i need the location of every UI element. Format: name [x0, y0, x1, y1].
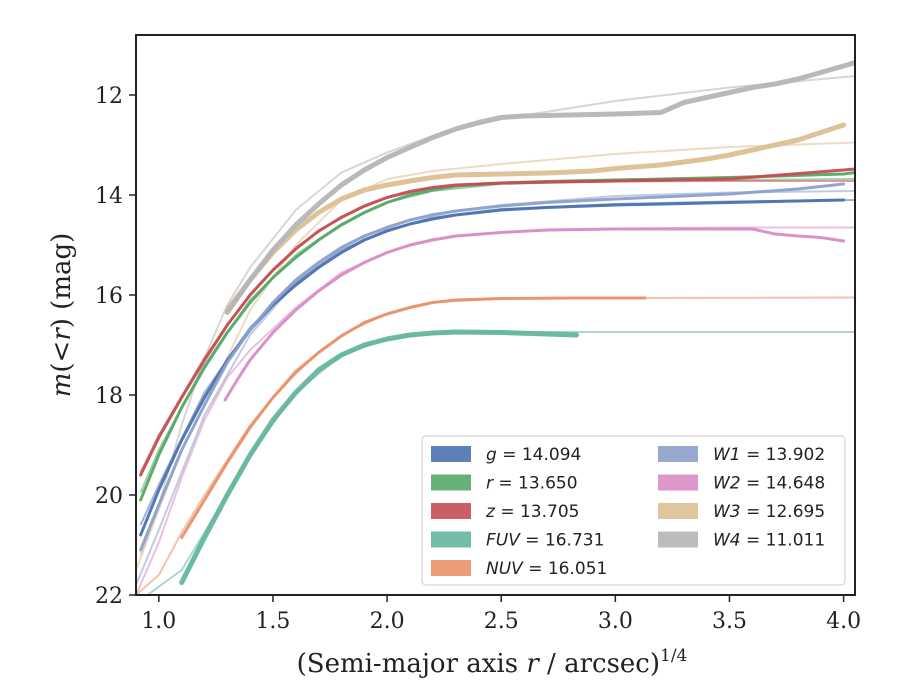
x-tick-label: 3.0 — [598, 609, 633, 634]
legend-swatch-w4 — [658, 531, 698, 548]
series-line-w1 — [139, 182, 846, 552]
series-line-w3 — [224, 122, 847, 313]
x-tick-label: 4.0 — [826, 609, 861, 634]
y-tick-label: 20 — [95, 484, 123, 509]
x-tick-label: 3.5 — [712, 609, 747, 634]
series-line-w2 — [223, 227, 846, 402]
x-tick-label: 1.0 — [141, 609, 176, 634]
series-line-g — [139, 198, 846, 537]
legend-swatch-z — [431, 503, 471, 519]
x-axis-title-power: 1/4 — [660, 646, 687, 666]
series-line-w4 — [224, 60, 855, 315]
legend: g = 14.094 r = 13.650 z = 13.705 FUV = 16.7… — [421, 435, 846, 586]
legend-swatch-fuv — [431, 531, 471, 548]
series-line-nuv — [180, 296, 647, 539]
y-tick-label: 22 — [95, 584, 123, 609]
series-line-z — [139, 167, 855, 477]
series-line-fuv — [179, 329, 579, 585]
plot-frame — [135, 34, 856, 596]
legend-label-z: z = 13.705 — [485, 502, 579, 522]
legend-swatch-nuv — [431, 560, 471, 576]
x-axis: 1.0 1.5 2.0 2.5 3.0 3.5 4.0 — [141, 595, 861, 634]
legend-swatch-w2 — [658, 474, 698, 491]
y-tick-label: 18 — [95, 384, 123, 409]
x-axis-title-var: r — [526, 649, 540, 679]
legend-swatch-r — [431, 474, 471, 491]
legend-label-w1: W1 = 13.902 — [713, 445, 825, 465]
y-axis-title: m(<r) (mag) — [47, 233, 77, 398]
x-axis-title-suffix: / arcsec) — [539, 649, 660, 679]
legend-label-g: g = 14.094 — [486, 445, 581, 465]
legend-items: g = 14.094 r = 13.650 z = 13.705 FUV = 16.7… — [431, 445, 825, 579]
y-tick-label: 16 — [95, 284, 123, 309]
y-axis: 12 14 16 18 20 22 — [95, 84, 136, 609]
legend-label-w4: W4 = 11.011 — [713, 531, 825, 551]
y-tick-label: 14 — [95, 184, 123, 209]
x-tick-label: 2.0 — [370, 609, 405, 634]
legend-swatch-w3 — [658, 503, 698, 519]
x-axis-title-prefix: (Semi-major axis — [297, 649, 527, 679]
x-tick-label: 2.5 — [484, 609, 519, 634]
model-line-w4 — [139, 75, 855, 556]
legend-label-fuv: FUV = 16.731 — [486, 531, 604, 551]
x-axis-title: (Semi-major axis r / arcsec)1/4 — [297, 646, 688, 679]
legend-swatch-w1 — [658, 446, 698, 462]
legend-label-w3: W3 = 12.695 — [713, 502, 825, 522]
legend-label-r: r = 13.650 — [486, 474, 578, 494]
legend-label-nuv: NUV = 16.051 — [486, 559, 607, 579]
data-curves — [139, 60, 855, 585]
x-tick-label: 1.5 — [255, 609, 290, 634]
legend-label-w2: W2 = 14.648 — [713, 474, 825, 494]
legend-frame — [421, 435, 846, 586]
legend-swatch-g — [431, 446, 471, 462]
y-tick-label: 12 — [95, 84, 123, 109]
